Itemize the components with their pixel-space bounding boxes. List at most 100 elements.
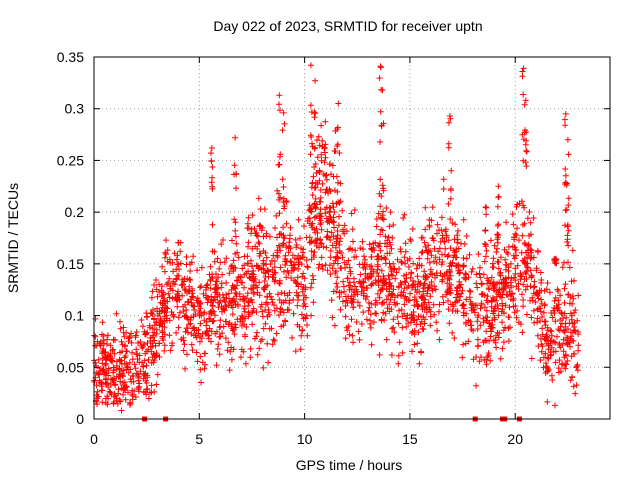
data-point	[143, 362, 150, 369]
data-point	[151, 337, 158, 344]
data-point	[209, 164, 216, 170]
data-point	[456, 270, 463, 277]
data-point	[339, 254, 346, 261]
data-point	[569, 300, 576, 307]
data-point	[552, 402, 558, 409]
data-point	[313, 236, 319, 243]
data-point	[487, 333, 494, 340]
data-point	[316, 167, 323, 174]
data-point	[362, 296, 369, 302]
data-point	[337, 306, 344, 313]
data-point	[421, 268, 428, 275]
data-point	[481, 304, 488, 311]
data-point	[523, 147, 530, 154]
data-point	[449, 307, 456, 314]
data-point	[388, 306, 395, 313]
data-point	[513, 232, 520, 239]
data-point	[346, 331, 353, 338]
data-point	[182, 365, 188, 372]
data-point	[569, 293, 576, 299]
data-point	[222, 335, 229, 342]
data-point	[207, 285, 214, 292]
data-point	[260, 260, 267, 267]
y-tick-label: 0.1	[65, 308, 85, 324]
data-point	[347, 282, 354, 289]
data-point	[248, 226, 255, 233]
data-point	[189, 347, 196, 354]
data-point	[447, 216, 454, 223]
data-point	[247, 345, 254, 352]
data-point	[441, 251, 448, 258]
data-point	[120, 324, 127, 331]
y-tick-label: 0.05	[57, 359, 84, 375]
data-point	[540, 309, 547, 316]
data-point	[172, 294, 179, 301]
data-point	[438, 227, 445, 234]
data-point	[493, 288, 500, 295]
data-point	[226, 270, 233, 277]
data-point	[571, 309, 578, 316]
data-point	[431, 283, 438, 290]
data-point	[350, 339, 357, 346]
data-point	[327, 254, 334, 261]
data-point	[236, 291, 243, 297]
data-point	[460, 301, 467, 308]
x-tick-label: 15	[402, 431, 418, 447]
data-point	[212, 296, 218, 303]
data-point	[357, 245, 364, 252]
data-point	[561, 285, 568, 292]
data-point	[228, 356, 235, 363]
data-point	[382, 240, 389, 247]
data-point	[380, 309, 387, 316]
data-point	[336, 150, 343, 156]
data-point	[534, 332, 541, 339]
data-point	[495, 265, 502, 272]
data-point	[166, 332, 173, 339]
y-tick-label: 0.3	[65, 101, 85, 117]
data-point	[515, 286, 522, 292]
data-point	[256, 345, 263, 352]
data-point	[544, 398, 551, 405]
data-point	[180, 308, 187, 315]
data-point	[191, 324, 198, 331]
data-point	[559, 342, 566, 348]
data-point	[548, 344, 555, 351]
data-point	[231, 331, 238, 338]
data-point	[348, 210, 355, 217]
data-point	[126, 399, 133, 406]
data-point	[562, 365, 569, 372]
data-point	[111, 393, 118, 400]
data-point	[349, 332, 356, 339]
data-point	[467, 288, 474, 295]
data-point	[566, 320, 573, 327]
data-point	[281, 290, 288, 297]
data-point	[436, 336, 443, 343]
data-point	[497, 272, 504, 279]
data-point	[451, 252, 458, 259]
data-point	[549, 377, 556, 383]
data-point	[505, 244, 512, 250]
data-point	[570, 383, 577, 390]
data-point	[362, 256, 369, 263]
data-point	[249, 263, 256, 270]
data-point	[219, 308, 225, 315]
data-point	[99, 381, 105, 388]
data-point	[451, 335, 458, 342]
data-point	[231, 162, 238, 169]
data-point	[358, 321, 365, 327]
data-point	[152, 342, 159, 349]
data-point	[554, 333, 560, 340]
data-point	[433, 259, 440, 266]
data-point	[346, 286, 353, 293]
data-point	[401, 310, 408, 317]
data-point	[309, 179, 316, 186]
data-point	[438, 261, 445, 268]
data-point	[443, 232, 450, 239]
data-point	[556, 307, 563, 314]
data-point	[390, 222, 397, 228]
data-point	[506, 314, 513, 321]
data-point	[254, 351, 261, 358]
data-point	[117, 318, 123, 325]
data-point	[265, 359, 272, 366]
data-point	[180, 337, 187, 344]
